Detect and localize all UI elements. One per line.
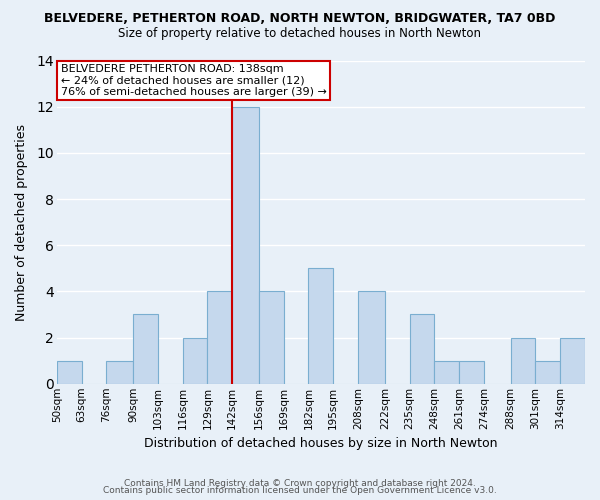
Bar [232,106,259,384]
Bar [560,338,585,384]
Text: Contains public sector information licensed under the Open Government Licence v3: Contains public sector information licen… [103,486,497,495]
Bar [57,360,82,384]
Bar [106,360,133,384]
Y-axis label: Number of detached properties: Number of detached properties [15,124,28,320]
Bar [182,338,208,384]
Bar [358,292,385,384]
Bar [511,338,535,384]
Bar [208,292,232,384]
X-axis label: Distribution of detached houses by size in North Newton: Distribution of detached houses by size … [144,437,497,450]
Text: BELVEDERE, PETHERTON ROAD, NORTH NEWTON, BRIDGWATER, TA7 0BD: BELVEDERE, PETHERTON ROAD, NORTH NEWTON,… [44,12,556,26]
Bar [259,292,284,384]
Text: Size of property relative to detached houses in North Newton: Size of property relative to detached ho… [119,28,482,40]
Bar [410,314,434,384]
Bar [434,360,459,384]
Text: Contains HM Land Registry data © Crown copyright and database right 2024.: Contains HM Land Registry data © Crown c… [124,478,476,488]
Bar [459,360,484,384]
Bar [308,268,333,384]
Bar [535,360,560,384]
Text: BELVEDERE PETHERTON ROAD: 138sqm
← 24% of detached houses are smaller (12)
76% o: BELVEDERE PETHERTON ROAD: 138sqm ← 24% o… [61,64,326,97]
Bar [133,314,158,384]
